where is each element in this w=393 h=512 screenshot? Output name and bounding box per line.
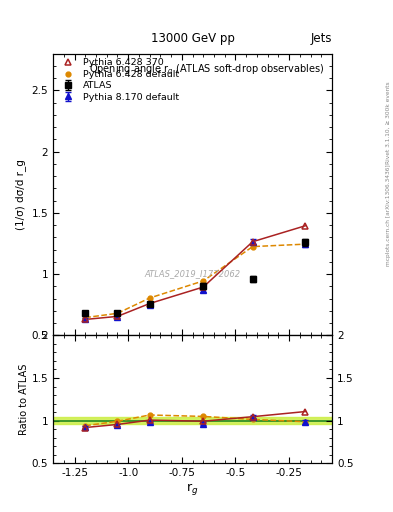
Pythia 6.428 default bbox=[83, 314, 88, 321]
Pythia 6.428 default bbox=[303, 241, 308, 247]
Pythia 6.428 default bbox=[201, 278, 206, 284]
Text: Opening angle r$_g$ (ATLAS soft-drop observables): Opening angle r$_g$ (ATLAS soft-drop obs… bbox=[88, 62, 324, 77]
Pythia 6.428 370 bbox=[147, 301, 152, 307]
Text: Jets: Jets bbox=[310, 32, 332, 45]
Legend: Pythia 6.428 370, Pythia 6.428 default, ATLAS, Pythia 8.170 default: Pythia 6.428 370, Pythia 6.428 default, … bbox=[56, 57, 181, 103]
Line: Pythia 6.428 default: Pythia 6.428 default bbox=[83, 242, 308, 320]
Text: 13000 GeV pp: 13000 GeV pp bbox=[151, 32, 235, 45]
Pythia 6.428 default bbox=[250, 244, 255, 250]
Pythia 6.428 370 bbox=[115, 313, 120, 319]
X-axis label: r$_g$: r$_g$ bbox=[186, 481, 199, 497]
Text: ATLAS_2019_I1772062: ATLAS_2019_I1772062 bbox=[145, 269, 241, 278]
Line: Pythia 6.428 370: Pythia 6.428 370 bbox=[82, 222, 309, 323]
Y-axis label: Ratio to ATLAS: Ratio to ATLAS bbox=[19, 364, 29, 435]
Bar bbox=[53, 417, 332, 424]
Pythia 6.428 default bbox=[147, 295, 152, 301]
Text: mcplots.cern.ch [arXiv:1306.3436]: mcplots.cern.ch [arXiv:1306.3436] bbox=[386, 164, 391, 266]
Pythia 6.428 370 bbox=[83, 316, 88, 323]
Pythia 6.428 370 bbox=[201, 284, 206, 290]
Pythia 6.428 370 bbox=[250, 239, 255, 245]
Y-axis label: (1/σ) dσ/d r_g: (1/σ) dσ/d r_g bbox=[15, 159, 26, 230]
Text: Rivet 3.1.10, ≥ 300k events: Rivet 3.1.10, ≥ 300k events bbox=[386, 81, 391, 164]
Pythia 6.428 default bbox=[115, 310, 120, 316]
Pythia 6.428 370 bbox=[303, 223, 308, 229]
